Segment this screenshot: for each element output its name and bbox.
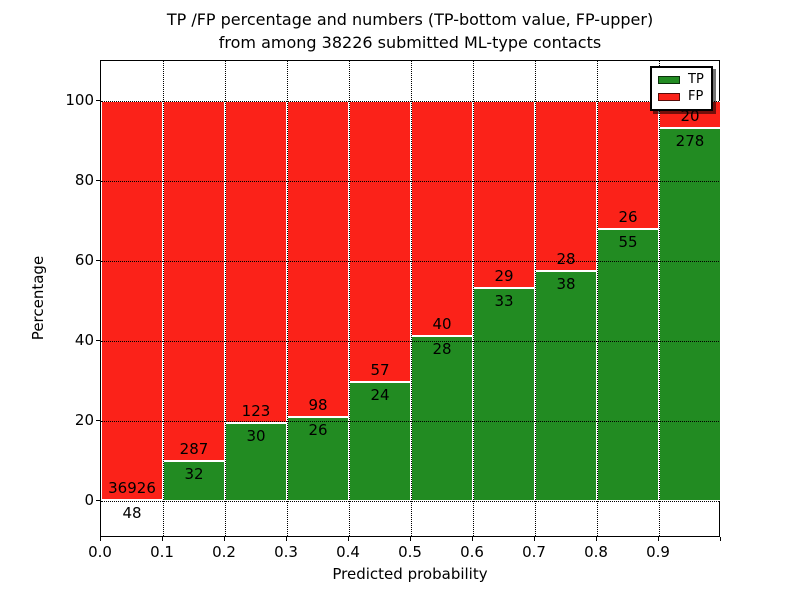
vertical-gridline [534,61,536,536]
fp-count-label: 57 [370,361,390,380]
tp-count-label: 28 [432,340,452,359]
bar-segment-fp [411,101,473,337]
tp-count-label: 33 [494,292,514,311]
horizontal-gridline [101,500,719,502]
tp-count-label: 24 [370,386,390,405]
x-tick-label: 0.7 [522,543,546,561]
fp-count-label: 20 [680,106,700,125]
vertical-gridline [162,61,164,536]
y-tick-label: 40 [74,331,94,349]
fp-count-label: 28 [556,249,576,268]
tp-count-label: 26 [308,421,328,440]
tp-count-label: 48 [122,504,142,523]
fp-swatch-icon [658,93,680,101]
y-tick-label: 100 [65,91,94,109]
tp-count-label: 30 [246,426,266,445]
bar-segment-fp [349,101,411,383]
bars-layer [101,61,721,536]
x-axis-tick [285,537,287,541]
plot-area: 36926 48 287 32 123 30 98 26 57 24 40 28 29 33 28 38 26 5… [100,60,721,537]
x-tick-label: 0.5 [398,543,422,561]
horizontal-gridline [101,180,719,182]
tp-swatch-icon [658,76,680,84]
vertical-gridline [596,61,598,536]
bar-segment-tp [163,460,225,501]
bar-segment-tp [473,288,535,501]
x-tick-label: 0.0 [88,543,112,561]
x-axis-tick [347,537,349,541]
x-axis-tick [595,537,597,541]
vertical-gridline [472,61,474,536]
y-tick-label: 20 [74,411,94,429]
tp-count-label: 278 [675,131,705,150]
x-tick-label: 0.8 [584,543,608,561]
x-tick-label: 0.4 [336,543,360,561]
horizontal-gridline [101,260,719,262]
bar-segment-tp [659,127,721,501]
horizontal-gridline [101,340,719,342]
vertical-gridline [348,61,350,536]
fp-count-label: 36926 [108,479,156,498]
fp-count-label: 123 [241,401,271,420]
y-axis-tick [96,419,100,421]
fp-count-label: 287 [179,439,209,458]
bar-segment-fp [473,101,535,289]
bar-segment-fp [225,101,287,423]
x-axis-tick [223,537,225,541]
fp-count-label: 29 [494,267,514,286]
y-axis-tick [96,259,100,261]
y-axis-tick [96,499,100,501]
chart-title-line1: TP /FP percentage and numbers (TP-bottom… [166,10,654,29]
bar-segment-tp [349,382,411,501]
y-tick-label: 80 [74,171,94,189]
x-axis-tick [161,537,163,541]
y-axis-tick [96,99,100,101]
x-axis-tick [471,537,473,541]
tp-count-label: 55 [618,233,638,252]
bar-segment-fp [535,101,597,271]
vertical-gridline [658,61,660,536]
horizontal-gridline [101,100,719,102]
horizontal-gridline [101,420,719,422]
bar-labels-layer: 36926 48 287 32 123 30 98 26 57 24 40 28 29 33 28 38 26 5… [101,61,719,536]
y-tick-label: 0 [84,491,94,509]
x-axis-tick [719,537,721,541]
bar-segment-tp [535,270,597,501]
legend-entry-fp: FP [658,90,705,104]
fp-count-label: 40 [432,315,452,334]
y-axis-tick [96,339,100,341]
legend: TP FP [650,66,713,111]
bar-segment-fp [287,101,349,418]
y-axis-label: Percentage [29,255,47,341]
gridlines-layer [101,61,719,536]
tp-count-label: 38 [556,274,576,293]
vertical-gridline [286,61,288,536]
x-tick-label: 0.9 [646,543,670,561]
vertical-gridline [224,61,226,536]
tp-count-label: 32 [184,464,204,483]
x-tick-label: 0.2 [212,543,236,561]
x-axis-tick [99,537,101,541]
x-axis-label: Predicted probability [332,565,488,583]
legend-entry-tp: TP [658,73,705,87]
vertical-gridline [410,61,412,536]
x-tick-label: 0.6 [460,543,484,561]
y-axis-tick [96,179,100,181]
x-axis-tick [657,537,659,541]
x-axis-tick [533,537,535,541]
chart-title-line2: from among 38226 submitted ML-type conta… [218,33,602,52]
x-axis-tick [409,537,411,541]
x-tick-label: 0.1 [150,543,174,561]
x-tick-label: 0.3 [274,543,298,561]
fp-count-label: 98 [308,396,328,415]
bar-segment-tp [411,336,473,501]
y-tick-label: 60 [74,251,94,269]
legend-label-fp: FP [688,89,704,104]
bar-segment-tp [287,417,349,501]
fp-count-label: 26 [618,208,638,227]
legend-label-tp: TP [688,72,704,87]
